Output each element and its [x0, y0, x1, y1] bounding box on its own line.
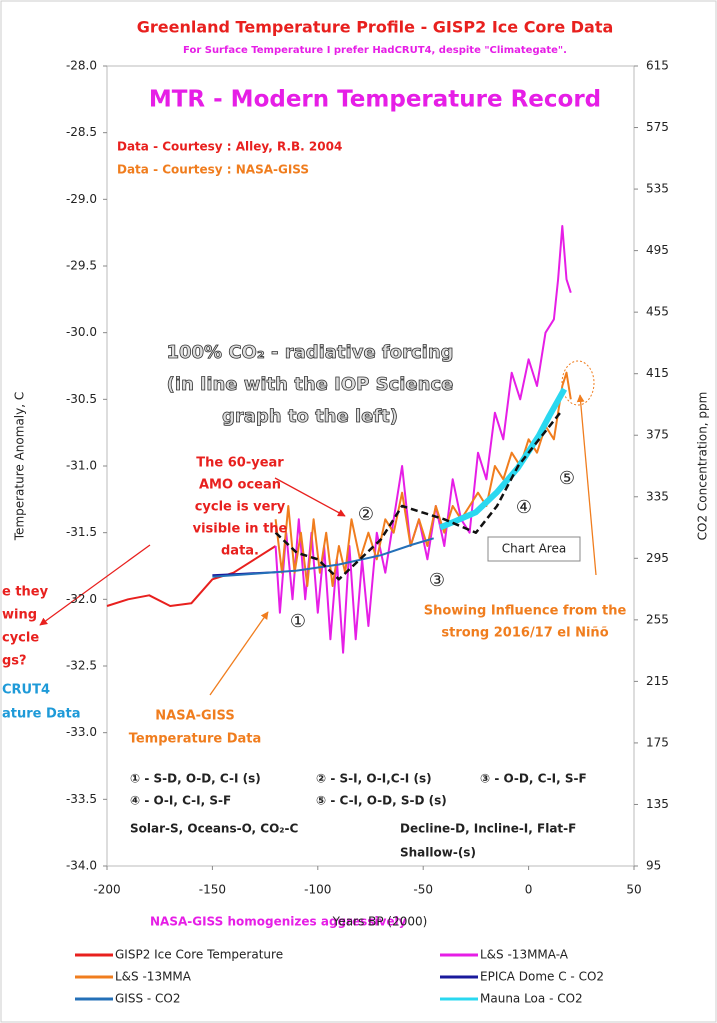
key-text: ⑤ - C-I, O-D, S-D (s): [316, 794, 447, 808]
amo-note: visible in the: [193, 522, 288, 537]
forcing-note: graph to the left): [222, 406, 398, 427]
key-text: ② - S-I, O-I,C-I (s): [316, 772, 432, 786]
marker-label: ⑤: [559, 468, 575, 489]
forcing-note: 100% CO₂ - radiative forcing: [166, 342, 453, 363]
y-tick-label: -32.0: [66, 592, 97, 606]
highlight: [561, 360, 595, 406]
key-text: Solar-S, Oceans-O, CO₂-C: [130, 822, 299, 836]
x-tick-label: -150: [199, 883, 226, 897]
credit: Data - Courtesy : Alley, R.B. 2004: [117, 140, 342, 154]
cropped-note: gs?: [2, 654, 27, 669]
y-tick-label: -34.0: [66, 859, 97, 873]
giss-note: Temperature Data: [129, 732, 262, 747]
legend-label: L&S -13MMA-A: [480, 948, 569, 962]
key-text: Decline-D, Incline-I, Flat-F: [400, 822, 576, 836]
y2-tick-label: 615: [646, 59, 669, 73]
key-text: ① - S-D, O-D, C-I (s): [130, 772, 261, 786]
legend-label: Mauna Loa - CO2: [480, 992, 583, 1006]
y2-tick-label: 175: [646, 735, 669, 749]
y2-tick-label: 375: [646, 428, 669, 442]
y2-axis-label: CO2 Concentration, ppm: [696, 392, 710, 541]
y2-tick-label: 215: [646, 674, 669, 688]
marker-label: ④: [516, 497, 532, 518]
series-line: [106, 545, 277, 607]
y-tick-label: -28.5: [66, 125, 97, 139]
y-tick-label: -30.5: [66, 392, 97, 406]
giss-note: NASA-GISS: [155, 709, 234, 724]
chart-title: Greenland Temperature Profile - GISP2 Ic…: [137, 18, 614, 37]
subtitle: For Surface Temperature I prefer HadCRUT…: [183, 45, 567, 56]
y-tick-label: -31.0: [66, 459, 97, 473]
y-axis-label: Temperature Anomaly, C: [13, 392, 27, 541]
y2-tick-label: 575: [646, 120, 669, 134]
y2-tick-label: 415: [646, 366, 669, 380]
amo-note: cycle is very: [195, 500, 286, 515]
nino-note: strong 2016/17 el Niñõ: [441, 626, 608, 641]
y2-tick-label: 255: [646, 612, 669, 626]
forcing-note: (in line with the IOP Science: [167, 374, 454, 395]
cropped-note: e they: [2, 585, 49, 600]
legend-label: L&S -13MMA: [115, 970, 192, 984]
y2-tick-label: 295: [646, 551, 669, 565]
legend-label: EPICA Dome C - CO2: [480, 970, 604, 984]
y2-tick-label: 495: [646, 243, 669, 257]
legend-label: GISS - CO2: [115, 992, 181, 1006]
amo-note: AMO ocean: [199, 478, 281, 493]
footnote: NASA-GISS homogenizes aggressively: [150, 915, 407, 929]
cropped-note: CRUT4: [2, 683, 50, 698]
cropped-note: wing: [2, 608, 37, 623]
key-text: Shallow-(s): [400, 846, 476, 860]
y2-tick-label: 455: [646, 305, 669, 319]
y-tick-label: -32.5: [66, 659, 97, 673]
heading: MTR - Modern Temperature Record: [149, 87, 601, 113]
x-tick-label: 0: [525, 883, 533, 897]
y-tick-label: -31.5: [66, 525, 97, 539]
nino-note: Showing Influence from the: [424, 604, 627, 619]
arrow: [274, 477, 346, 517]
x-tick-label: -50: [413, 883, 433, 897]
cropped-note: ature Data: [2, 707, 81, 722]
y2-tick-label: 95: [646, 859, 661, 873]
x-tick-label: -200: [93, 883, 120, 897]
arrow: [39, 544, 151, 626]
y-tick-label: -30.0: [66, 325, 97, 339]
key-text: ④ - O-I, C-I, S-F: [130, 794, 231, 808]
amo-note: The 60-year: [196, 456, 284, 471]
x-tick-label: -100: [304, 883, 331, 897]
marker-label: ①: [290, 611, 306, 632]
x-axis-label: Years BP (2000): [332, 915, 428, 929]
chart-area-label: Chart Area: [502, 542, 566, 556]
y2-tick-label: 335: [646, 489, 669, 503]
trend-line: [274, 411, 562, 581]
y-tick-label: -29.5: [66, 259, 97, 273]
arrow: [576, 394, 597, 576]
legend-label: GISP2 Ice Core Temperature: [115, 948, 283, 962]
y2-tick-label: 535: [646, 182, 669, 196]
y-tick-label: -28.0: [66, 59, 97, 73]
chart-area-box: [487, 536, 581, 562]
marker-label: ③: [429, 570, 445, 591]
x-tick-label: 50: [626, 883, 641, 897]
y-tick-label: -33.0: [66, 725, 97, 739]
key-text: ③ - O-D, C-I, S-F: [480, 772, 587, 786]
marker-label: ②: [358, 504, 374, 525]
credit: Data - Courtesy : NASA-GISS: [117, 163, 309, 177]
y-tick-label: -33.5: [66, 792, 97, 806]
series-line: [212, 537, 434, 578]
y2-tick-label: 135: [646, 797, 669, 811]
amo-note: data.: [221, 544, 259, 559]
y-tick-label: -29.0: [66, 192, 97, 206]
series-line: [438, 387, 568, 531]
arrow: [209, 611, 269, 696]
cropped-note: cycle: [2, 631, 39, 646]
